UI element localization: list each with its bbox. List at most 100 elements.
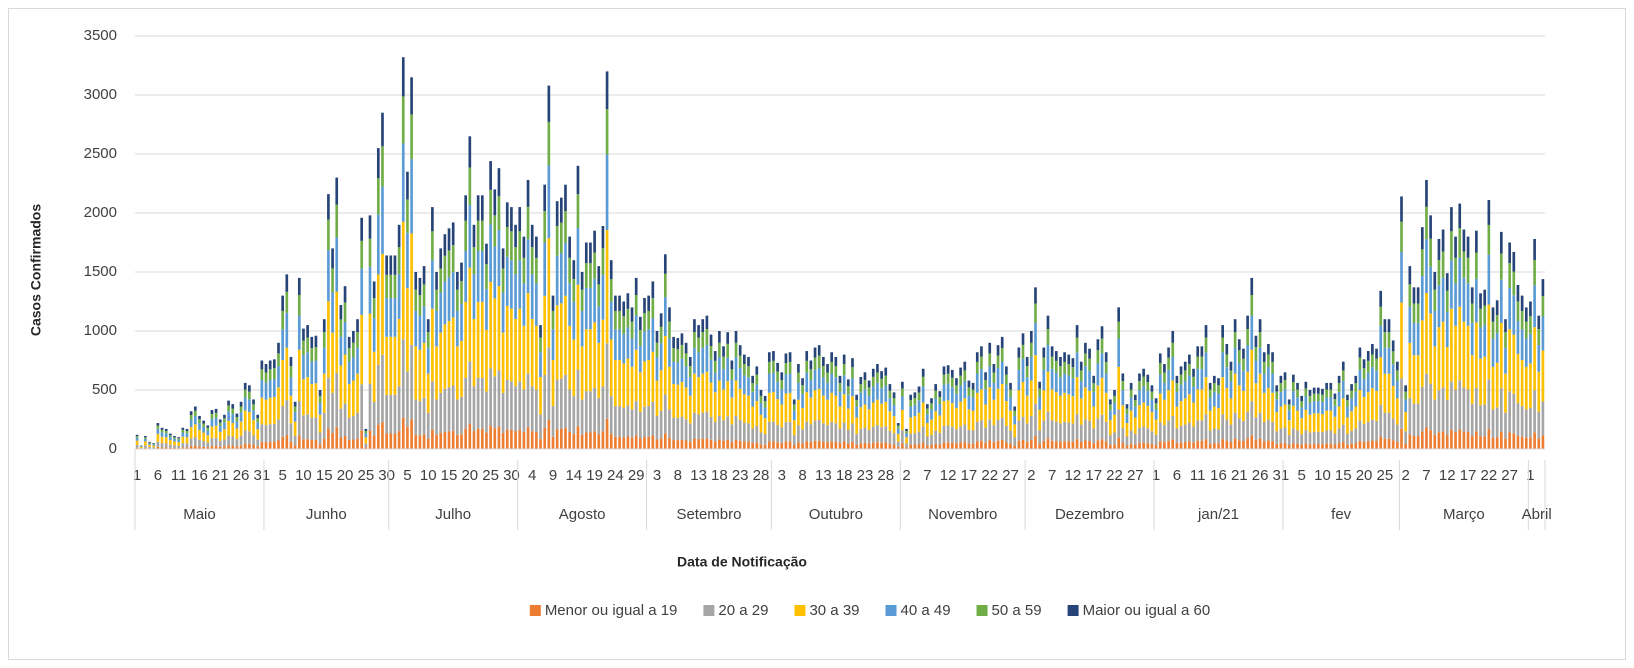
bar-segment xyxy=(1520,310,1524,330)
bar-segment xyxy=(310,383,314,418)
bar-segment xyxy=(755,384,759,402)
bar-segment xyxy=(152,443,156,445)
bar-segment xyxy=(975,441,979,449)
bar-segment xyxy=(1529,301,1532,317)
bar-segment xyxy=(243,410,247,431)
bar-segment xyxy=(1333,393,1337,400)
bar-segment xyxy=(863,372,867,380)
bar-segment xyxy=(992,399,996,426)
bar-segment xyxy=(1312,413,1316,432)
bar-segment xyxy=(227,411,230,421)
bar-segment xyxy=(443,431,447,449)
bar-segment xyxy=(576,194,580,229)
bar-segment xyxy=(822,356,825,367)
bar-segment xyxy=(210,413,214,419)
bar-segment xyxy=(1429,430,1432,449)
bar-segment xyxy=(1233,373,1237,413)
bar-segment xyxy=(210,410,214,414)
bar-segment xyxy=(967,429,971,444)
bar-segment xyxy=(959,385,962,402)
bar-segment xyxy=(851,367,854,379)
bar-segment xyxy=(306,439,309,449)
bar-segment xyxy=(743,422,746,442)
bar-segment xyxy=(851,378,854,397)
bar-segment xyxy=(659,438,663,449)
bar-segment xyxy=(518,429,522,449)
bar-segment xyxy=(589,329,592,392)
bar-segment xyxy=(776,371,779,382)
bar-segment xyxy=(1404,385,1407,392)
bar-segment xyxy=(1271,421,1274,442)
bar-segment xyxy=(1158,374,1162,394)
legend-label: 30 a 39 xyxy=(809,602,859,619)
bar-segment xyxy=(1437,259,1441,286)
bar-segment xyxy=(805,351,809,361)
bar-segment xyxy=(1375,420,1378,441)
x-tick-label: 11 xyxy=(1190,467,1206,484)
bar-segment xyxy=(846,386,850,395)
bar-segment xyxy=(1054,421,1058,442)
bar-segment xyxy=(181,432,185,437)
bar-segment xyxy=(826,442,829,449)
bar-segment xyxy=(293,435,297,446)
bar-segment xyxy=(1292,405,1295,429)
y-tick-label: 2500 xyxy=(84,145,117,162)
bar-segment xyxy=(360,384,364,431)
bar-segment xyxy=(730,424,734,442)
bar-segment xyxy=(144,445,147,448)
bar-segment xyxy=(1117,307,1121,322)
bar-segment xyxy=(1495,333,1499,363)
x-tick-label: 3 xyxy=(778,467,786,484)
bar-segment xyxy=(210,426,214,439)
bar-segment xyxy=(589,263,592,288)
x-tick-label: 17 xyxy=(961,467,978,484)
bar-segment xyxy=(314,439,318,449)
bar-segment xyxy=(851,423,854,442)
bar-segment xyxy=(1512,251,1516,272)
bar-segment xyxy=(1458,228,1462,258)
bar-segment xyxy=(896,425,900,429)
bar-segment xyxy=(1233,332,1237,348)
bar-segment xyxy=(439,248,443,269)
bar-segment xyxy=(1054,392,1058,422)
bar-segment xyxy=(1475,322,1478,388)
bar-segment xyxy=(360,217,364,241)
bar-segment xyxy=(647,436,651,449)
bar-segment xyxy=(339,336,343,366)
bar-segment xyxy=(559,428,563,449)
bar-segment xyxy=(169,440,172,445)
y-tick-label: 1000 xyxy=(84,322,117,339)
bar-segment xyxy=(1133,400,1137,407)
bar-segment xyxy=(917,386,921,393)
x-tick-label: 5 xyxy=(403,467,411,484)
bar-segment xyxy=(1429,383,1432,431)
bar-segment xyxy=(468,205,472,268)
bar-segment xyxy=(352,439,355,449)
bar-segment xyxy=(1250,277,1254,296)
bar-segment xyxy=(713,372,717,393)
bar-segment xyxy=(1221,377,1224,415)
bar-segment xyxy=(788,373,792,393)
bar-segment xyxy=(248,391,251,400)
bar-segment xyxy=(1142,376,1145,387)
bar-segment xyxy=(1079,424,1083,443)
bar-segment xyxy=(543,427,547,449)
bar-segment xyxy=(1213,406,1216,429)
bar-segment xyxy=(1038,443,1041,449)
bar-segment xyxy=(139,448,143,449)
bar-segment xyxy=(1254,335,1258,348)
bar-segment xyxy=(559,253,563,304)
bar-segment xyxy=(876,425,879,443)
bar-segment xyxy=(738,388,742,420)
bar-segment xyxy=(822,395,825,424)
bar-segment xyxy=(485,264,488,289)
bar-segment xyxy=(926,445,929,449)
bar-segment xyxy=(726,343,730,358)
bar-segment xyxy=(1504,332,1507,348)
bar-segment xyxy=(630,409,634,438)
bar-segment xyxy=(1520,360,1524,407)
bar-segment xyxy=(418,349,422,402)
bar-segment xyxy=(277,440,280,449)
bar-segment xyxy=(580,272,584,290)
bar-segment xyxy=(763,401,767,408)
